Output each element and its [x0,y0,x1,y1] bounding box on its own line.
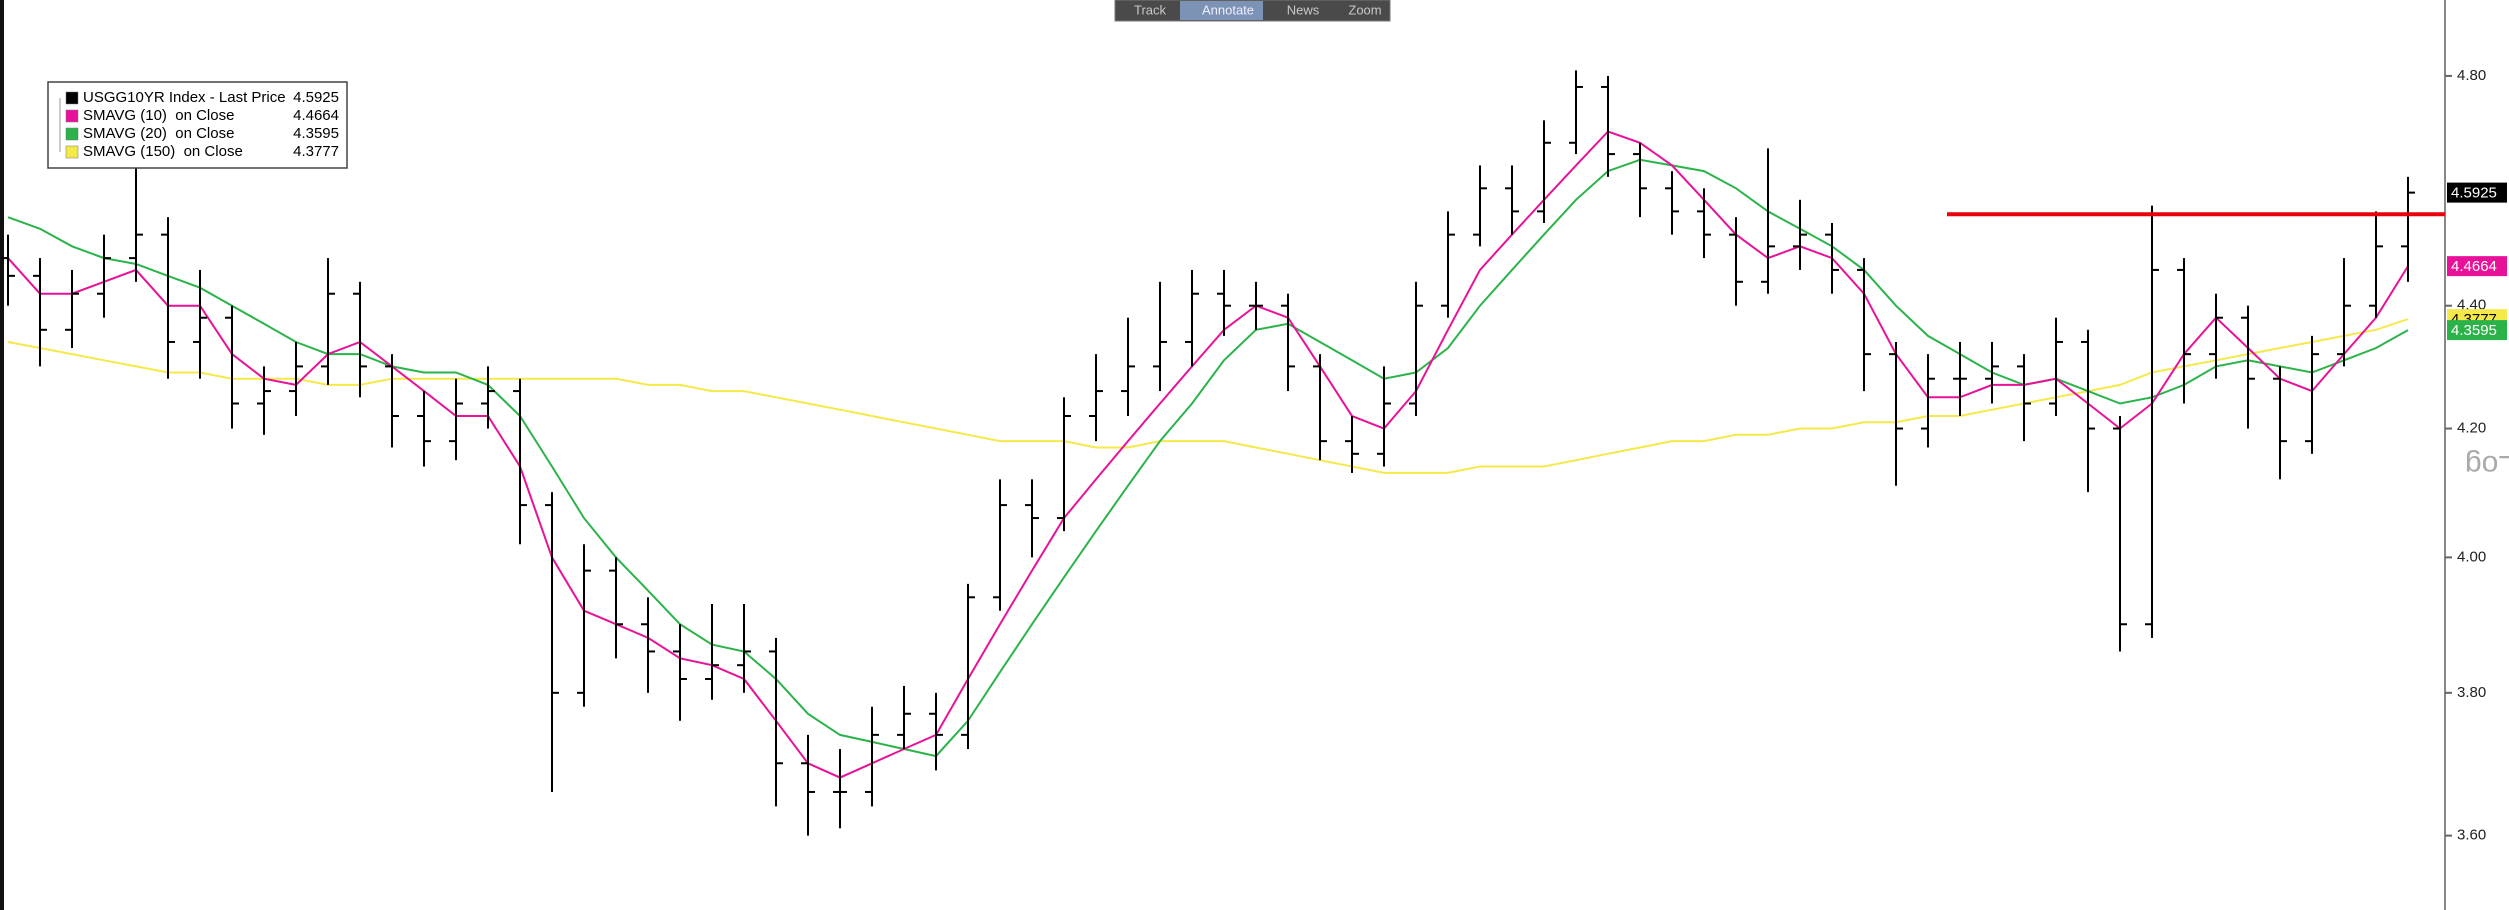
legend-box [47,81,348,169]
y-tick-label: 4.80 [2457,67,2486,84]
toolbar-button[interactable]: Annotate [1202,2,1254,17]
legend-value: 4.5925 [293,89,339,106]
last-value-box [2447,182,2507,203]
legend-swatch [65,145,79,159]
last-value-box [2447,256,2507,277]
toolbar-active [1180,1,1263,20]
toolbar-button[interactable]: News [1287,2,1320,17]
y-tick-label: 4.00 [2457,548,2486,565]
legend: USGG10YR Index - Last Price 4.5925 SMAVG (… [47,81,348,169]
legend-swatch [65,109,79,123]
toolbar: Track Annotate News Zoom [1114,0,1391,22]
last-value-box [2447,320,2507,341]
legend-value: 4.3777 [293,143,339,160]
y-tick-label: 3.80 [2457,684,2486,701]
legend-label: USGG10YR Index - Last Price [83,89,286,106]
last-value-label: 4.5925 [2451,185,2497,202]
legend-label: SMAVG (10) on Close [83,107,234,124]
legend-label: SMAVG (20) on Close [83,125,234,142]
toolbar-button[interactable]: Track [1134,2,1167,17]
moving-average-line [7,130,2409,779]
toolbar-button[interactable]: Zoom [1348,2,1381,17]
legend-label: SMAVG (150) on Close [83,143,243,160]
y-tick-label: 3.60 [2457,827,2486,844]
moving-average-line [7,158,2409,758]
y-tick-label: 4.20 [2457,420,2486,437]
legend-swatch [65,127,79,141]
last-value-label: 4.4664 [2451,258,2497,275]
legend-swatch [65,91,79,105]
plot-area [1,70,2445,836]
legend-value: 4.3595 [293,125,339,142]
y-axis-title: Log [2465,449,2509,482]
last-value-label: 4.3595 [2451,322,2497,339]
left-edge [0,0,4,910]
legend-value: 4.4664 [293,107,339,124]
